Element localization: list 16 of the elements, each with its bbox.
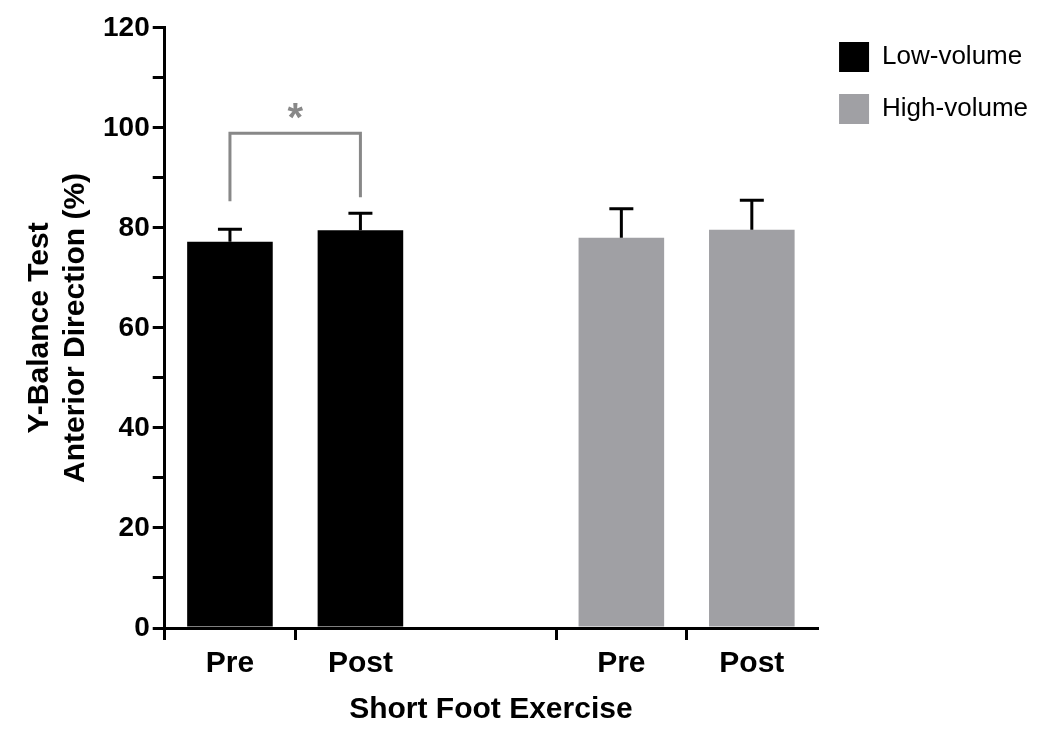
annotation: *	[287, 95, 304, 140]
y-tick-label: 40	[118, 410, 150, 442]
y-tick-label: 0	[134, 610, 150, 642]
y-tick-label: 60	[118, 310, 150, 342]
x-tick-label: Pre	[597, 645, 646, 679]
x-tick-label: Post	[327, 645, 393, 679]
legend-label: Low-volume	[882, 40, 1023, 71]
x-axis-title: Short Foot Exercise	[349, 691, 633, 725]
y-tick-label: 20	[118, 510, 150, 542]
y-axis-title: Y-Balance Test Anterior Direction (%)	[21, 172, 91, 483]
y-tick-label: 80	[118, 210, 150, 242]
x-tick-label: Pre	[205, 645, 255, 679]
y-tick-label: 120	[103, 10, 150, 42]
x-tick-label: Post	[719, 645, 785, 679]
legend-label: High-volume	[882, 92, 1029, 123]
y-tick-label: 100	[103, 110, 150, 142]
